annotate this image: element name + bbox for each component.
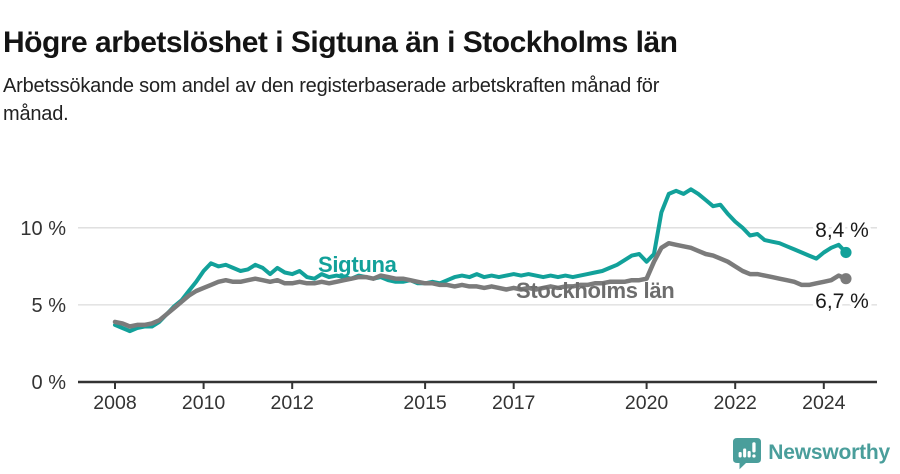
- subtitle-line-2: månad.: [3, 103, 69, 125]
- x-tick-label-2017: 2017: [492, 392, 535, 414]
- x-tick-label-2015: 2015: [403, 392, 447, 414]
- newsworthy-logo-icon: [733, 437, 762, 469]
- series-end-dot-stockholms-lan: [840, 273, 852, 285]
- y-tick-label-10: 10 %: [20, 218, 66, 240]
- logo-exclamation-dot: [752, 453, 756, 458]
- series-label-sigtuna: Sigtuna: [318, 252, 398, 277]
- brand-name: Newsworthy: [768, 441, 890, 464]
- end-value-label-stockholms-lan: 6,7 %: [815, 290, 869, 313]
- chart-subtitle: Arbetssökande som andel av den registerb…: [3, 72, 843, 128]
- series-line-sigtuna: [113, 187, 848, 334]
- series-label-stockholms-lan: Stockholms län: [516, 278, 674, 303]
- series-end-dot-sigtuna: [840, 246, 852, 259]
- logo-bar-1: [738, 451, 742, 457]
- brand-lockup[interactable]: Newsworthy: [732, 436, 890, 470]
- x-tick-label-2024: 2024: [802, 392, 846, 414]
- y-tick-label-5: 5 %: [32, 295, 67, 317]
- page-title: Högre arbetslöshet i Sigtuna än i Stockh…: [3, 26, 678, 60]
- logo-exclamation-bar: [752, 441, 756, 452]
- x-tick-label-2020: 2020: [625, 392, 669, 414]
- x-tick-label-2022: 2022: [714, 392, 757, 414]
- subtitle-line-1: Arbetssökande som andel av den registerb…: [3, 75, 660, 97]
- logo-bar-3: [747, 450, 751, 457]
- x-tick-label-2010: 2010: [182, 392, 226, 414]
- x-tick-label-2012: 2012: [271, 392, 314, 414]
- end-value-label-sigtuna: 8,4 %: [815, 219, 869, 242]
- series-line-stockholms-lan: [112, 240, 849, 329]
- y-tick-label-0: 0 %: [32, 372, 67, 394]
- logo-bar-2: [743, 448, 747, 457]
- x-tick-label-2008: 2008: [93, 392, 136, 414]
